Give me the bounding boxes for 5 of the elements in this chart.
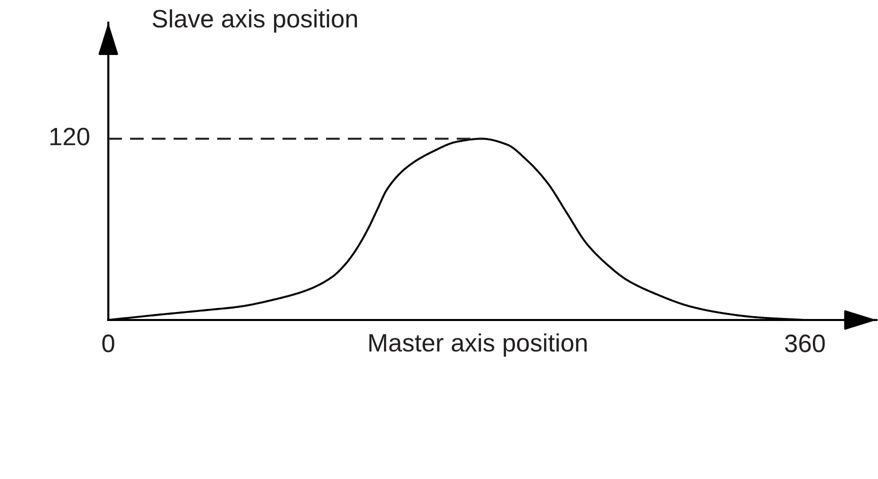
x-axis-title: Master axis position (369, 333, 587, 357)
x-tick-label: 360 (785, 334, 825, 352)
annotation: 120 (50, 128, 90, 146)
x-tick-label: 0 (102, 334, 114, 352)
y-axis-title: Slave axis position (152, 9, 357, 33)
